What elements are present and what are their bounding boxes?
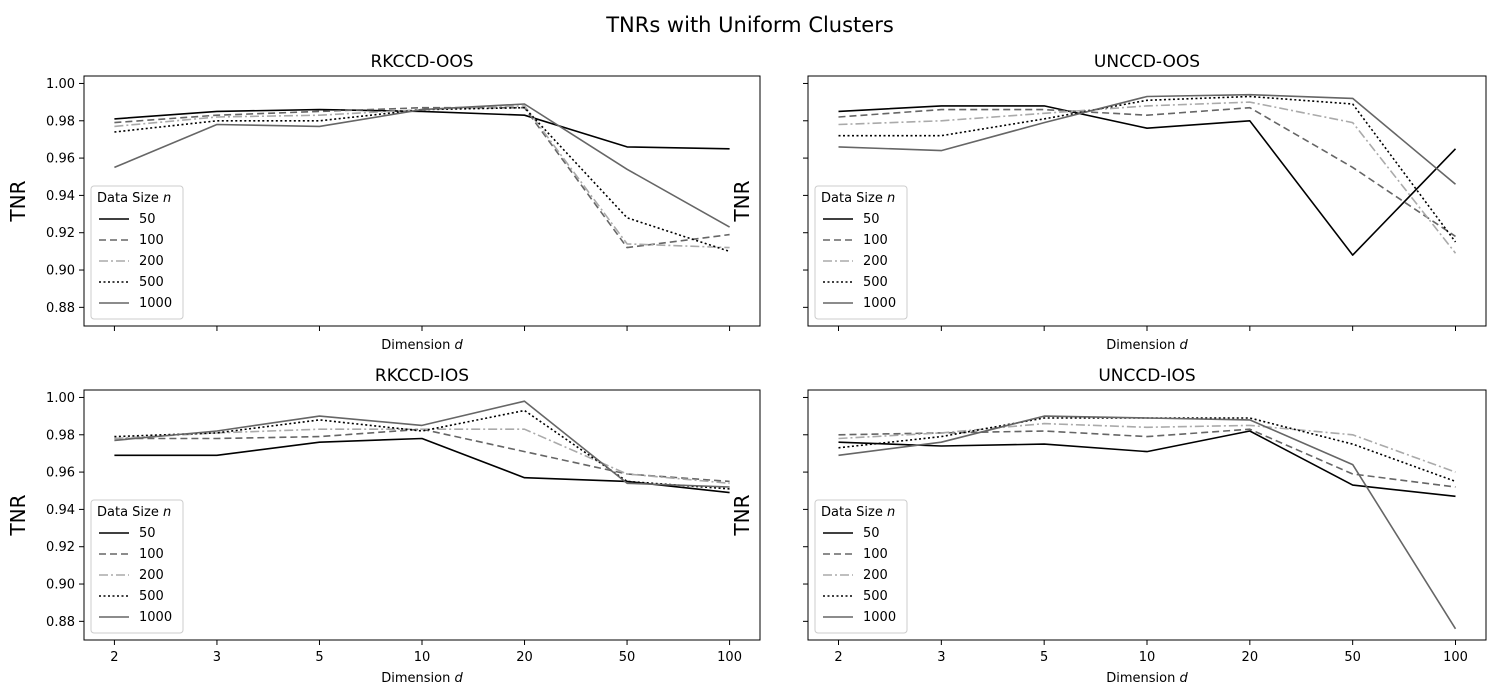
legend-entry: 100 — [139, 547, 164, 562]
chart-panel-2: UNCCD-OOS Dimension d TNR Data Size n 50 100 2… — [730, 52, 1487, 353]
legend-entry: 200 — [139, 568, 164, 583]
legend-entry: 1000 — [863, 610, 896, 625]
legend: Data Size n 50 100 200 500 1000 — [814, 185, 908, 320]
legend-entry: 500 — [139, 275, 164, 290]
y-tick-label: 0.88 — [46, 301, 75, 316]
y-tick-label: 0.98 — [46, 114, 75, 129]
legend-entry: 200 — [139, 254, 164, 269]
panel-title: RKCCD-IOS — [375, 366, 469, 386]
legend-entry: 1000 — [139, 296, 172, 311]
series-line-50 — [114, 437, 730, 494]
x-tick-label: 50 — [619, 650, 636, 665]
legend-entry: 500 — [863, 589, 888, 604]
series-line-200 — [114, 105, 730, 249]
y-axis-label: TNR — [6, 180, 30, 222]
axes-frame — [807, 75, 1487, 327]
panel-title: UNCCD-IOS — [1098, 366, 1195, 386]
x-tick-label: 3 — [937, 650, 945, 665]
legend-entry: 200 — [863, 254, 888, 269]
series-line-50 — [114, 108, 730, 150]
chart-panel-4: UNCCD-IOS 2 3 5 10 20 50 100 Dimension d TNR Data … — [730, 366, 1487, 686]
series-line-50 — [838, 105, 1457, 256]
series-line-100 — [114, 106, 730, 249]
series-line-100 — [838, 106, 1456, 238]
chart-panel-1: RKCCD-OOS 0.88 0.90 0.92 0.94 0.96 0.98 1.00 Dim… — [6, 52, 761, 353]
y-tick-label: 0.92 — [46, 226, 75, 241]
x-tick-label: 10 — [414, 650, 431, 665]
x-tick-label: 100 — [1443, 650, 1468, 665]
x-tick-label: 100 — [717, 650, 742, 665]
panel-title: RKCCD-OOS — [370, 52, 473, 72]
series-line-1000 — [114, 400, 730, 488]
x-tick-label: 10 — [1139, 650, 1156, 665]
axes-frame — [83, 389, 761, 641]
series-line-200 — [838, 101, 1457, 254]
x-axis-label: Dimension d — [381, 338, 463, 353]
legend-entry: 1000 — [863, 296, 896, 311]
y-axis-label: TNR — [730, 494, 754, 536]
y-axis-label: TNR — [730, 180, 754, 222]
y-tick-label: 0.88 — [46, 615, 75, 630]
y-tick-label: 0.96 — [46, 466, 75, 481]
x-tick-label: 2 — [834, 650, 842, 665]
legend: Data Size n 50 100 200 500 1000 — [90, 185, 184, 320]
legend-entry: 50 — [139, 212, 156, 227]
x-tick-label: 20 — [1242, 650, 1259, 665]
x-axis-label: Dimension d — [1106, 671, 1188, 686]
series-line-50 — [838, 430, 1456, 498]
series-line-200 — [838, 422, 1456, 473]
figure-title: TNRs with Uniform Clusters — [605, 13, 894, 37]
legend-entry: 100 — [863, 547, 888, 562]
legend-entry: 500 — [863, 275, 888, 290]
series-line-500 — [114, 409, 730, 490]
series-line-500 — [838, 95, 1457, 243]
y-tick-label: 0.90 — [46, 578, 75, 593]
y-tick-label: 0.94 — [46, 189, 75, 204]
panel-title: UNCCD-OOS — [1094, 52, 1200, 72]
y-tick-label: 0.96 — [46, 152, 75, 167]
series-line-1000 — [114, 103, 730, 228]
x-tick-label: 2 — [110, 650, 118, 665]
chart-panel-3: RKCCD-IOS 0.88 0.90 0.92 0.94 0.96 0.98 1.00 2 3 5… — [6, 366, 761, 686]
y-tick-label: 0.92 — [46, 540, 75, 555]
legend-entry: 200 — [863, 568, 888, 583]
x-tick-label: 5 — [315, 650, 323, 665]
x-tick-label: 50 — [1344, 650, 1361, 665]
legend-entry: 50 — [139, 526, 156, 541]
series-line-1000 — [838, 93, 1457, 185]
legend-title: Data Size n — [97, 191, 171, 206]
x-tick-label: 3 — [213, 650, 221, 665]
y-tick-label: 1.00 — [46, 391, 75, 406]
y-tick-label: 0.98 — [46, 428, 75, 443]
y-axis-label: TNR — [6, 494, 30, 536]
legend-title: Data Size n — [821, 191, 895, 206]
x-tick-label: 20 — [516, 650, 533, 665]
legend-entry: 100 — [863, 233, 888, 248]
legend-entry: 1000 — [139, 610, 172, 625]
y-tick-label: 1.00 — [46, 77, 75, 92]
series-line-100 — [838, 428, 1456, 488]
y-tick-label: 0.94 — [46, 503, 75, 518]
x-axis-label: Dimension d — [1106, 338, 1188, 353]
y-tick-label: 0.90 — [46, 264, 75, 279]
legend: Data Size n 50 100 200 500 1000 — [814, 499, 908, 634]
series-line-200 — [114, 428, 730, 485]
legend-entry: 100 — [139, 233, 164, 248]
series-line-1000 — [838, 415, 1457, 630]
legend: Data Size n 50 100 200 500 1000 — [90, 499, 184, 634]
legend-title: Data Size n — [97, 505, 171, 520]
legend-entry: 50 — [863, 526, 880, 541]
x-tick-label: 5 — [1040, 650, 1048, 665]
legend-entry: 500 — [139, 589, 164, 604]
x-axis-label: Dimension d — [381, 671, 463, 686]
legend-entry: 50 — [863, 212, 880, 227]
legend-title: Data Size n — [821, 505, 895, 520]
